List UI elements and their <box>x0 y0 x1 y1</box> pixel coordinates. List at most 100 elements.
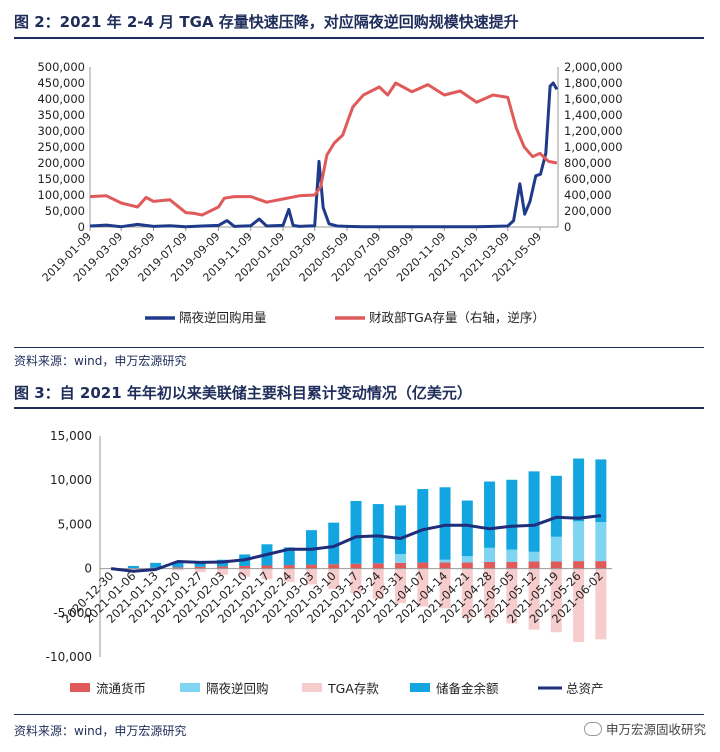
bar-1 <box>372 563 384 569</box>
figure-3-top-rule <box>14 407 704 409</box>
y-left-tick-label: 50,000 <box>45 204 85 218</box>
y-tick-label: -5,000 <box>53 606 92 620</box>
y-left-tick-label: 500,000 <box>37 60 85 74</box>
bar-2 <box>528 551 540 562</box>
bar-3 <box>550 568 562 633</box>
bar-3 <box>595 568 607 640</box>
bar-1 <box>595 561 607 569</box>
bar-3 <box>395 568 407 604</box>
legend-swatch-4 <box>410 683 430 692</box>
y-left-tick-label: 100,000 <box>37 188 85 202</box>
figure-2-source: 资料来源：wind，申万宏源研究 <box>14 354 187 368</box>
figure-3-bottom-rule <box>14 714 704 715</box>
y-left-tick-label: 150,000 <box>37 172 85 186</box>
bar-3 <box>439 568 451 609</box>
legend-label-5: 总资产 <box>566 681 604 696</box>
bar-4 <box>528 471 540 552</box>
legend-swatch-2 <box>180 683 200 692</box>
bar-1 <box>172 567 184 569</box>
y-left-tick-label: 200,000 <box>37 156 85 170</box>
bar-2 <box>461 556 473 563</box>
bar-3 <box>528 568 540 630</box>
bar-1 <box>395 562 407 569</box>
watermark: 申万宏源固收研究 <box>583 719 706 738</box>
bar-4 <box>283 547 295 566</box>
bar-3 <box>283 568 295 582</box>
y-right-tick-label: 800,000 <box>564 156 612 170</box>
bar-1 <box>461 562 473 569</box>
legend-label-4: 储备金余额 <box>436 681 499 696</box>
bar-3 <box>194 568 206 573</box>
bar-1 <box>305 564 317 569</box>
wechat-icon <box>583 721 602 736</box>
bar-3 <box>305 568 317 585</box>
bar-1 <box>528 561 540 569</box>
figure-3-source: 资料来源：wind，申万宏源研究 <box>14 724 187 738</box>
bar-1 <box>194 566 206 569</box>
bar-4 <box>305 530 317 565</box>
bar-1 <box>350 563 362 569</box>
legend-label-3: TGA存款 <box>327 681 379 696</box>
bar-4 <box>573 458 585 522</box>
watermark-text: 申万宏源固收研究 <box>605 722 706 737</box>
bar-3 <box>172 568 184 571</box>
bar-3 <box>461 568 473 619</box>
y-tick-label: 15,000 <box>50 429 92 443</box>
bar-1 <box>484 561 496 569</box>
tga-reverse-repo-chart: 0 50,000 100,000 150,000 200,000 250,000 300,0… <box>37 60 623 325</box>
bar-4 <box>595 459 607 523</box>
y-left-tick-label: 0 <box>78 220 85 234</box>
bar-1 <box>239 565 251 569</box>
bar-3 <box>216 568 228 575</box>
legend-label-1: 流通货币 <box>96 681 146 696</box>
fed-balance-sheet-chart: 15,00010,0005,0000-5,000-10,0002020-12-3… <box>46 429 612 696</box>
bar-1 <box>417 562 429 569</box>
y-tick-label: 10,000 <box>50 473 92 487</box>
bar-3 <box>506 568 518 624</box>
bar-4 <box>150 562 162 568</box>
y-right-tick-label: 1,000,000 <box>564 140 623 154</box>
y-left-tick-label: 400,000 <box>37 92 85 106</box>
y-tick-label: 5,000 <box>58 517 92 531</box>
series-line-1 <box>89 81 559 229</box>
bar-1 <box>261 565 273 569</box>
total-assets-line <box>110 514 602 573</box>
y-right-tick-label: 1,400,000 <box>564 108 623 122</box>
bar-3 <box>417 568 429 607</box>
bar-4 <box>194 561 206 567</box>
y-right-tick-label: 600,000 <box>564 172 612 186</box>
bar-4 <box>506 479 518 550</box>
bar-1 <box>439 562 451 569</box>
bar-4 <box>439 487 451 560</box>
bar-4 <box>395 505 407 555</box>
bar-3 <box>372 568 384 599</box>
y-right-tick-label: 1,600,000 <box>564 92 623 106</box>
y-tick-label: -10,000 <box>46 650 92 664</box>
bar-3 <box>239 568 251 577</box>
y-left-tick-label: 350,000 <box>37 108 85 122</box>
bar-1 <box>573 561 585 569</box>
bar-2 <box>506 549 518 562</box>
bar-4 <box>350 500 362 564</box>
figure-2-top-rule <box>14 37 704 39</box>
bar-2 <box>484 547 496 562</box>
y-right-tick-label: 200,000 <box>564 204 612 218</box>
y-left-tick-label: 250,000 <box>37 140 85 154</box>
figure-3-title: 图 3：自 2021 年年初以来美联储主要科目累计变动情况（亿美元） <box>14 384 472 402</box>
bar-2 <box>395 554 407 563</box>
figure-2-bottom-rule <box>14 347 704 348</box>
bar-1 <box>506 561 518 569</box>
legend-label-2: 隔夜逆回购 <box>206 681 269 696</box>
legend-label-2: 财政部TGA存量（右轴，逆序） <box>369 310 545 325</box>
bar-2 <box>439 559 451 563</box>
figure-2-title: 图 2：2021 年 2-4 月 TGA 存量快速压降，对应隔夜逆回购规模快速提… <box>14 13 519 31</box>
bar-2 <box>595 522 607 562</box>
y-left-tick-label: 450,000 <box>37 76 85 90</box>
legend-label-1: 隔夜逆回购用量 <box>179 310 267 325</box>
bar-3 <box>573 568 585 642</box>
bar-2 <box>573 521 585 562</box>
bar-3 <box>328 568 340 589</box>
bar-4 <box>372 504 384 564</box>
bar-1 <box>216 566 228 569</box>
y-tick-label: 0 <box>84 562 92 576</box>
